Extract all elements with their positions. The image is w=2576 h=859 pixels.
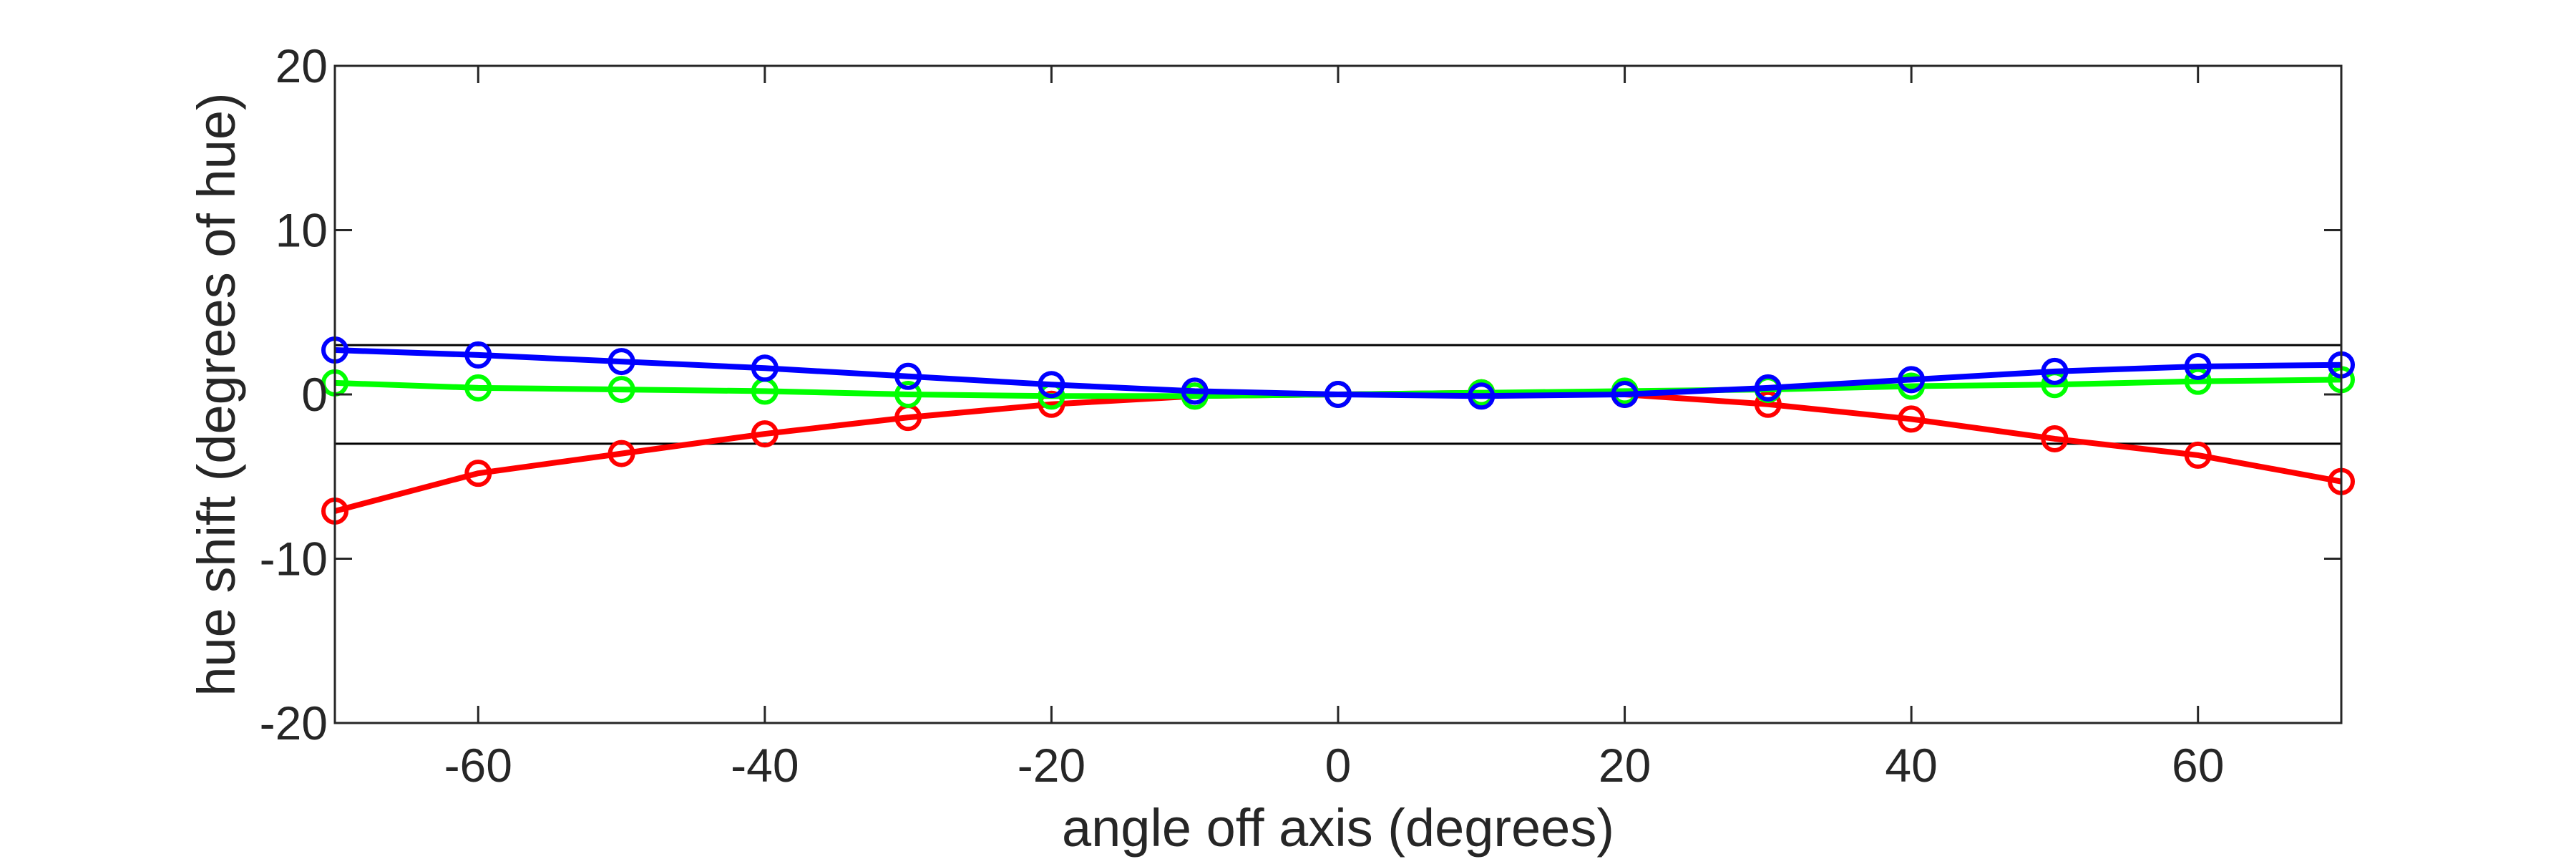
data-point bbox=[1324, 381, 1352, 408]
axis-ticks: -60 -40 -20 0 20 40 60 -20 -10 0 10 20 bbox=[260, 39, 2341, 792]
data-point bbox=[608, 440, 635, 467]
y-tick-label: 0 bbox=[301, 368, 328, 421]
y-tick-label: 20 bbox=[275, 39, 328, 92]
data-point bbox=[1468, 382, 1496, 410]
data-point bbox=[751, 420, 779, 448]
data-point bbox=[1611, 381, 1639, 408]
series-line bbox=[333, 389, 2342, 514]
data-point bbox=[464, 341, 492, 369]
data-point bbox=[608, 348, 635, 376]
x-tick-label: -60 bbox=[444, 739, 512, 792]
series-1 bbox=[321, 379, 2355, 525]
data-point bbox=[1754, 374, 1782, 402]
data-point bbox=[1038, 371, 1065, 399]
data-point bbox=[1898, 405, 1926, 433]
series-line bbox=[334, 347, 2342, 399]
x-tick-label: 20 bbox=[1599, 739, 1651, 792]
data-point bbox=[894, 362, 922, 390]
data-point bbox=[2184, 367, 2212, 395]
x-tick-label: -20 bbox=[1018, 739, 1085, 792]
data-point bbox=[1038, 390, 1065, 418]
y-axis-label: hue shift (degrees of hue) bbox=[187, 92, 246, 696]
x-tick-label: -40 bbox=[731, 739, 799, 792]
data-point bbox=[464, 460, 492, 487]
data-point bbox=[1181, 377, 1209, 405]
y-tick-label: 10 bbox=[275, 204, 328, 257]
data-point bbox=[894, 381, 922, 408]
x-tick-label: 0 bbox=[1325, 739, 1352, 792]
reference-lines bbox=[335, 344, 2341, 445]
data-point bbox=[464, 374, 492, 402]
data-point bbox=[2041, 357, 2069, 385]
y-tick-label: -20 bbox=[260, 697, 328, 749]
data-point bbox=[2184, 441, 2212, 469]
data-point bbox=[1754, 390, 1782, 418]
data-point bbox=[2184, 352, 2212, 380]
y-tick-label: -10 bbox=[260, 533, 328, 586]
x-tick-label: 40 bbox=[1885, 739, 1937, 792]
x-axis-label: angle off axis (degrees) bbox=[1062, 798, 1614, 858]
x-tick-label: 60 bbox=[2172, 739, 2224, 792]
series-layer bbox=[321, 336, 2355, 525]
data-point bbox=[1898, 366, 1926, 394]
data-point bbox=[608, 376, 635, 404]
data-point bbox=[2041, 424, 2069, 452]
data-point bbox=[751, 354, 779, 382]
